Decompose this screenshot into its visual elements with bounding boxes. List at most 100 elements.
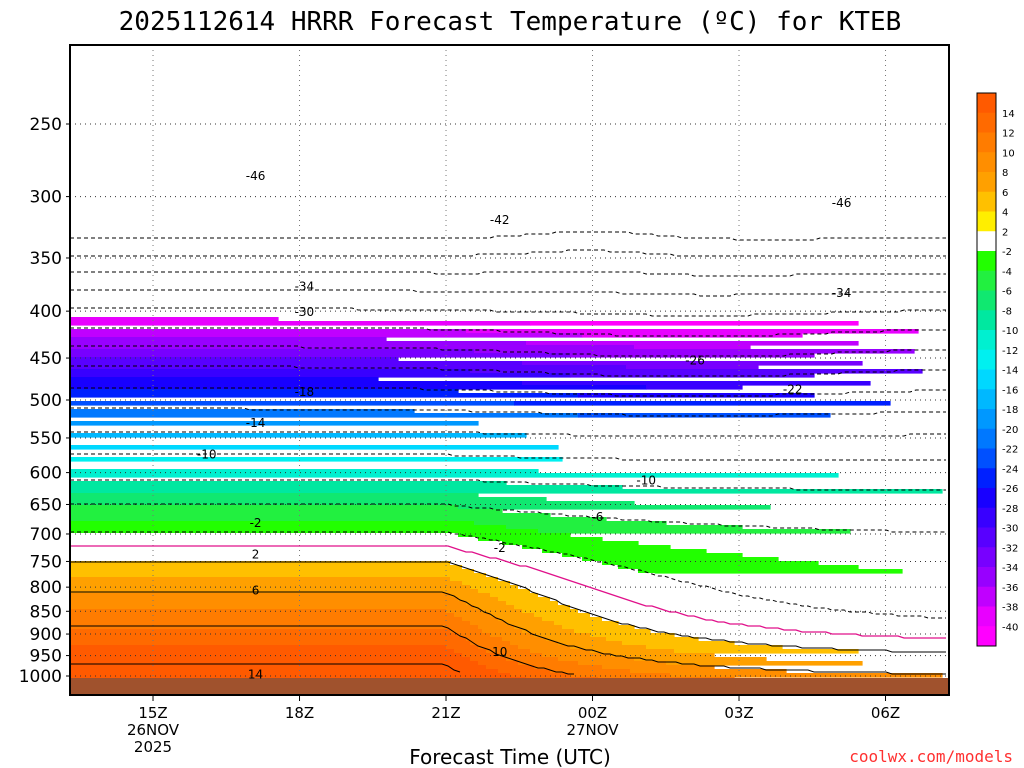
- temperature-cell: [70, 517, 607, 522]
- temperature-cell: [70, 545, 523, 550]
- legend-tick-label: -14: [1002, 366, 1018, 377]
- temperature-cell: [70, 637, 467, 642]
- y-tick-label: 300: [30, 188, 62, 208]
- chart-title: 2025112614 HRRR Forecast Temperature (ºC…: [119, 7, 902, 37]
- color-legend: 14 12 10 8 6 4 2 -2 -4 -6 -8 -10 -12 -14 -16 -18 -20 -22 -…: [976, 92, 1018, 647]
- legend-tick-label: 2: [1002, 227, 1008, 238]
- temperature-cell: [70, 649, 455, 654]
- temperature-cell: [70, 529, 539, 534]
- temperature-cell: [542, 653, 611, 658]
- temperature-cell: [474, 569, 639, 574]
- legend-tick-label: 8: [1002, 168, 1008, 179]
- temperature-cell: [570, 673, 671, 678]
- isotherm-line: [70, 365, 946, 377]
- isotherm-line: [70, 591, 946, 675]
- temperature-cell: [486, 573, 655, 578]
- temperature-cell: [466, 637, 503, 642]
- temperature-cell: [530, 589, 719, 594]
- contour-label: -42: [490, 213, 510, 227]
- temperature-cell: [70, 497, 547, 502]
- legend-tick-label: -38: [1002, 603, 1018, 614]
- temperature-cell: [458, 533, 571, 538]
- temperature-cell: [582, 557, 779, 562]
- temperature-cell: [70, 421, 479, 426]
- temperature-cell: [542, 617, 603, 622]
- temperature-cell: [70, 513, 551, 518]
- temperature-cell: [478, 589, 531, 594]
- legend-swatch: [977, 507, 996, 528]
- x-tick-label: 15Z: [138, 704, 167, 722]
- contour-label: -46: [246, 169, 266, 183]
- temperature-cell: [478, 537, 603, 542]
- temperature-cell: [626, 365, 759, 370]
- temperature-cell: [646, 385, 743, 390]
- legend-swatch: [977, 527, 996, 548]
- temperature-cell: [582, 333, 803, 338]
- temperature-cell: [486, 649, 531, 654]
- legend-swatch: [977, 152, 996, 173]
- temperature-cell: [70, 369, 471, 374]
- y-tick-label: 850: [30, 602, 62, 622]
- temperature-cell: [490, 593, 539, 598]
- legend-swatch: [977, 112, 996, 133]
- temperature-cell: [542, 549, 707, 554]
- temperature-cell: [470, 641, 511, 646]
- temperature-cell: [470, 621, 507, 626]
- temperature-cell: [70, 537, 479, 542]
- temperature-cell: [498, 617, 543, 622]
- isotherm-line: [70, 663, 461, 673]
- legend-swatch: [977, 389, 996, 410]
- y-tick-label: 250: [30, 115, 62, 135]
- pressure-axis: 250 300 350 400 450 500 550 600 650 700 750 800 850 9…: [19, 115, 70, 687]
- temperature-cell: [534, 613, 591, 618]
- temperature-bands: [70, 317, 943, 695]
- contour-label: 2: [252, 547, 260, 561]
- isotherm-line: [70, 453, 946, 461]
- x-tick-date-label: 26NOV: [127, 721, 180, 739]
- temperature-cell: [70, 665, 487, 670]
- temperature-cell: [70, 469, 539, 474]
- temperature-cell: [70, 633, 459, 638]
- temperature-cell: [470, 657, 507, 662]
- temperature-cell: [70, 661, 479, 666]
- temperature-cell: [570, 353, 815, 358]
- temperature-cell: [578, 661, 667, 666]
- temperature-cell: [70, 329, 467, 334]
- temperature-cell: [466, 601, 507, 606]
- temperature-cell: [70, 609, 447, 614]
- legend-tick-label: -36: [1002, 583, 1018, 594]
- legend-swatch: [977, 270, 996, 291]
- y-tick-label: 800: [30, 578, 62, 598]
- temperature-cell: [70, 561, 451, 566]
- temperature-cell: [446, 645, 479, 650]
- temperature-cell: [70, 401, 515, 406]
- isotherm-line: [70, 387, 946, 397]
- legend-swatch: [977, 251, 996, 272]
- legend-swatch: [977, 468, 996, 489]
- temperature-cell: [462, 565, 619, 570]
- legend-tick-label: 4: [1002, 208, 1008, 219]
- isotherm-line: [70, 249, 946, 257]
- temperature-cell: [482, 629, 523, 634]
- temperature-cell: [70, 337, 387, 342]
- legend-tick-label: -6: [1002, 287, 1012, 298]
- y-tick-label: 750: [30, 552, 62, 572]
- temperature-cell: [514, 401, 891, 406]
- temperature-cell: [478, 661, 519, 666]
- legend-swatch: [977, 567, 996, 588]
- isotherm-line: [70, 345, 946, 357]
- y-tick-label: 950: [30, 647, 62, 667]
- temperature-cell: [70, 573, 487, 578]
- temperature-cell: [466, 329, 919, 334]
- y-tick-label: 900: [30, 625, 62, 645]
- temperature-cell: [562, 625, 635, 630]
- temperature-cell: [462, 617, 499, 622]
- temperature-cell: [450, 561, 603, 566]
- temperature-cell: [70, 549, 543, 554]
- x-tick-year-label: 2025: [134, 738, 172, 756]
- temperature-cell: [502, 637, 547, 642]
- y-tick-label: 450: [30, 349, 62, 369]
- temperature-cell: [70, 597, 459, 602]
- temperature-cell: [458, 597, 499, 602]
